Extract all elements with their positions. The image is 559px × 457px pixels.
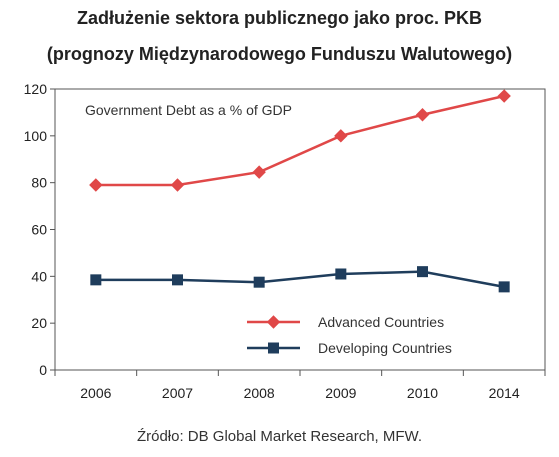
x-tick-label: 2009	[325, 385, 356, 401]
data-point-advanced-countries	[170, 178, 185, 192]
data-point-developing-countries	[253, 276, 265, 288]
chart-title-line-1: Zadłużenie sektora publicznego jako proc…	[76, 8, 483, 28]
plot-frame	[54, 88, 546, 371]
legend-marker-developing-countries	[268, 342, 279, 354]
data-point-advanced-countries	[415, 108, 430, 122]
x-tick-label: 2006	[80, 385, 111, 401]
y-tick-label: 80	[31, 175, 47, 191]
data-point-advanced-countries	[252, 165, 266, 179]
y-tick-label: 40	[31, 268, 47, 284]
y-tick-label: 100	[24, 128, 48, 144]
x-tick-label: 2007	[162, 385, 193, 401]
data-point-developing-countries	[498, 281, 510, 293]
series-line-advanced-countries	[95, 94, 505, 187]
data-point-developing-countries	[90, 274, 102, 286]
data-point-developing-countries	[417, 266, 428, 278]
data-point-advanced-countries	[497, 89, 511, 103]
x-tick-label: 2014	[489, 385, 520, 401]
chart-title-line-2: (prognozy Międzynarodowego Funduszu Walu…	[46, 44, 513, 64]
x-tick-label: 2008	[244, 385, 275, 401]
plot-title: Government Debt as a % of GDP	[85, 102, 292, 118]
data-point-developing-countries	[335, 268, 347, 280]
data-point-developing-countries	[172, 274, 183, 286]
source-note: Źródło: DB Global Market Research, MFW.	[136, 428, 423, 445]
x-tick-label: 2010	[407, 385, 438, 401]
y-tick-label: 0	[39, 362, 47, 378]
y-tick-label: 20	[31, 315, 47, 331]
series-line-developing-countries	[95, 270, 505, 289]
y-tick-label: 120	[24, 81, 48, 97]
data-point-advanced-countries	[89, 178, 103, 192]
legend-label-advanced-countries: Advanced Countries	[318, 314, 444, 330]
y-tick-label: 60	[31, 222, 47, 238]
data-point-advanced-countries	[334, 129, 348, 143]
legend-marker-advanced-countries	[266, 315, 281, 329]
legend-label-developing-countries: Developing Countries	[318, 340, 452, 356]
